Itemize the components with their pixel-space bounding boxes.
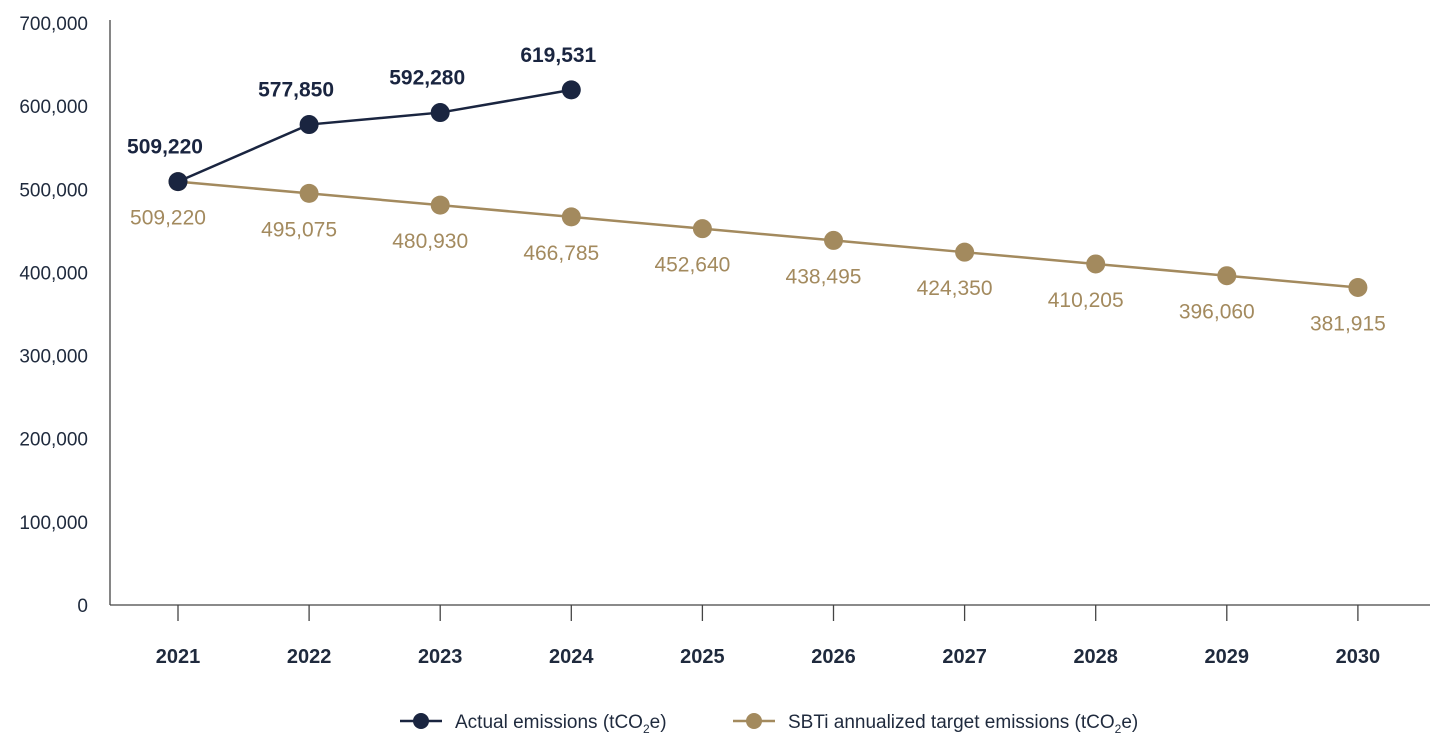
x-tick-label: 2029 bbox=[1205, 646, 1250, 668]
target-data-point bbox=[955, 242, 975, 262]
target-data-label: 438,495 bbox=[786, 265, 862, 288]
target-data-label: 509,220 bbox=[130, 207, 206, 230]
y-tick-label: 400,000 bbox=[19, 263, 88, 284]
legend-subscript: 2 bbox=[643, 722, 650, 736]
actual-data-label: 619,531 bbox=[520, 44, 596, 67]
y-tick-label: 500,000 bbox=[19, 180, 88, 201]
target-data-label: 396,060 bbox=[1179, 301, 1255, 324]
y-axis: 0 100,000 200,000 300,000 400,000 500,000 600,… bbox=[19, 14, 111, 617]
target-data-label: 424,350 bbox=[917, 277, 993, 300]
actual-data-point bbox=[430, 103, 450, 123]
target-data-label: 480,930 bbox=[392, 230, 468, 253]
y-tick-label: 700,000 bbox=[19, 14, 88, 35]
y-tick-label: 100,000 bbox=[19, 513, 88, 534]
target-data-point bbox=[1217, 266, 1237, 286]
actual-data-point bbox=[168, 172, 188, 192]
x-axis: 2021 2022 2023 2024 2025 2026 2027 2028 2029 2030 bbox=[110, 604, 1430, 668]
x-tick-label: 2028 bbox=[1073, 646, 1118, 668]
target-data-point bbox=[561, 207, 581, 227]
target-data-point bbox=[299, 183, 319, 203]
actual-legend-marker bbox=[413, 713, 429, 729]
target-data-label: 452,640 bbox=[654, 254, 730, 277]
x-tick-label: 2024 bbox=[549, 646, 594, 668]
x-tick-label: 2021 bbox=[156, 646, 201, 668]
actual-data-label: 577,850 bbox=[258, 79, 334, 102]
x-tick-label: 2027 bbox=[942, 646, 987, 668]
target-series-line bbox=[177, 180, 1359, 289]
legend: Actual emissions (tCO2e) SBTi annualized … bbox=[400, 712, 1138, 736]
x-tick-label: 2030 bbox=[1336, 646, 1381, 668]
actual-data-point bbox=[299, 115, 319, 135]
actual-data-label: 509,220 bbox=[127, 136, 203, 159]
target-data-label: 410,205 bbox=[1048, 289, 1124, 312]
x-tick-label: 2022 bbox=[287, 646, 332, 668]
legend-subscript: 2 bbox=[1115, 722, 1122, 736]
target-data-point bbox=[430, 195, 450, 215]
y-tick-label: 600,000 bbox=[19, 97, 88, 118]
legend-text-tail: e) bbox=[1121, 712, 1138, 733]
series-layer: 509,220 577,850 592,280 619,531 509,220 495,0… bbox=[127, 44, 1386, 336]
target-data-label: 381,915 bbox=[1310, 312, 1386, 335]
y-tick-label: 0 bbox=[77, 596, 88, 617]
target-legend-label: SBTi annualized target emissions (tCO2e) bbox=[788, 712, 1138, 736]
y-tick-label: 200,000 bbox=[19, 430, 88, 451]
target-data-point bbox=[692, 219, 712, 239]
target-data-point bbox=[1086, 254, 1106, 274]
actual-series-line bbox=[177, 88, 572, 183]
legend-text-tail: e) bbox=[650, 712, 667, 733]
x-tick-label: 2023 bbox=[418, 646, 463, 668]
legend-text-main: SBTi annualized target emissions (tCO bbox=[788, 712, 1115, 733]
actual-data-label: 592,280 bbox=[389, 67, 465, 90]
target-data-label: 495,075 bbox=[261, 218, 337, 241]
actual-data-point bbox=[561, 80, 581, 100]
target-data-label: 466,785 bbox=[523, 242, 599, 265]
actual-legend-label: Actual emissions (tCO2e) bbox=[455, 712, 667, 736]
legend-text-main: Actual emissions (tCO bbox=[455, 712, 643, 733]
x-tick-label: 2025 bbox=[680, 646, 725, 668]
target-data-point bbox=[1348, 277, 1368, 297]
target-data-point bbox=[824, 230, 843, 250]
x-tick-label: 2026 bbox=[811, 646, 856, 668]
target-legend-marker bbox=[746, 713, 762, 729]
y-tick-label: 300,000 bbox=[19, 347, 88, 368]
